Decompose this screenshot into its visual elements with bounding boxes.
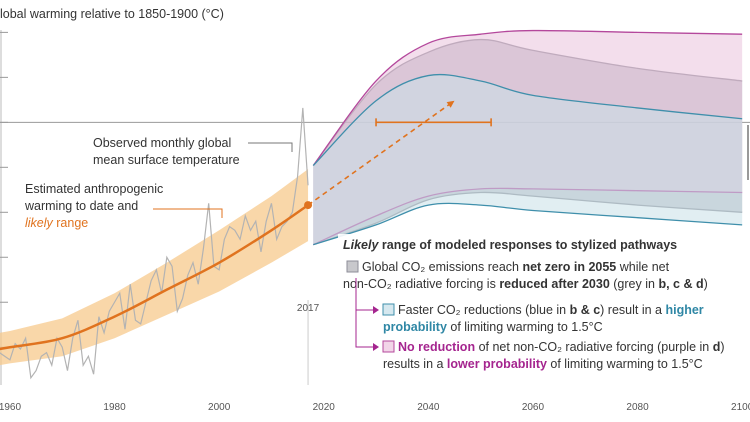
text-run: while net [616,260,669,274]
anthropogenic-line [0,204,309,351]
text-run: range of modeled responses to stylized p… [378,238,677,252]
current-year-label: 2017 [297,303,320,314]
x-tick-label: 2060 [522,402,545,413]
text-run: reduced after 2030 [499,277,610,291]
text-run: net zero in 2055 [522,260,616,274]
text-run: (grey in [610,277,659,291]
observed-label: Observed monthly global [93,136,231,150]
text-run: of net non-CO₂ radiative forcing (purple… [475,340,713,354]
projection-arrow [307,100,455,206]
current-dot [304,201,313,210]
text-run: b & c [570,303,601,317]
text-run: Faster CO₂ reductions (blue in [398,303,570,317]
legend-connector [355,278,373,348]
x-tick-label: 2020 [313,402,336,413]
x-tick-label: 2100 [731,402,750,413]
text-run: of limiting warming to 1.5°C [447,320,603,334]
x-tick-label: 2080 [626,402,649,413]
text-run: Global CO₂ emissions reach [362,260,522,274]
text-run: likely [25,216,54,230]
text-run: non-CO₂ radiative forcing is [343,277,499,291]
text-line: Faster CO₂ reductions (blue in b & c) re… [398,303,704,317]
text-run: d [713,340,721,354]
legend-swatch [382,340,395,353]
legend-swatch [346,260,359,273]
legend-bg [338,234,743,374]
text-line: probability of limiting warming to 1.5°C [383,320,603,334]
anthropogenic-label: Estimated anthropogenic [25,182,163,196]
observed-line [0,107,309,380]
text-run: lower probability [447,357,547,371]
text-run: Likely [343,238,379,252]
text-run: No reduction [398,340,475,354]
text-line: Global CO₂ emissions reach net zero in 2… [362,260,670,274]
text-run: results in a [383,357,447,371]
x-tick-label: 2040 [417,402,440,413]
x-tick-label: 1960 [0,402,21,413]
text-line: results in a lower probability of limiti… [383,357,703,371]
text-run: of limiting warming to 1.5°C [547,357,703,371]
text-run: ) [720,340,724,354]
arrow-head [446,100,455,108]
connector-arrow [373,306,379,351]
text-run: range [53,216,88,230]
chart-title: lobal warming relative to 1850-1900 (°C) [0,7,224,21]
text-line: Likely range of modeled responses to sty… [343,238,677,252]
text-line: likely range [25,216,88,230]
text-run: b, c & d [658,277,703,291]
observed-leader [248,142,293,152]
likely-range [0,169,309,366]
text-line: non-CO₂ radiative forcing is reduced aft… [343,277,708,291]
text-run: probability [383,320,447,334]
pathway-band [313,74,743,245]
observed-label: mean surface temperature [93,153,240,167]
text-run: higher [665,303,703,317]
x-tick-label: 1980 [103,402,126,413]
legend-swatch [382,303,395,316]
text-run: ) result in a [600,303,665,317]
pathway-upper [312,73,743,166]
text-line: No reduction of net non-CO₂ radiative fo… [398,340,725,354]
anthropogenic-label: warming to date and [24,199,138,213]
pathway-lower [313,202,743,246]
text-run: ) [704,277,708,291]
x-tick-label: 2000 [208,402,231,413]
anthropogenic-leader [153,208,223,218]
pathway-upper [312,29,743,166]
